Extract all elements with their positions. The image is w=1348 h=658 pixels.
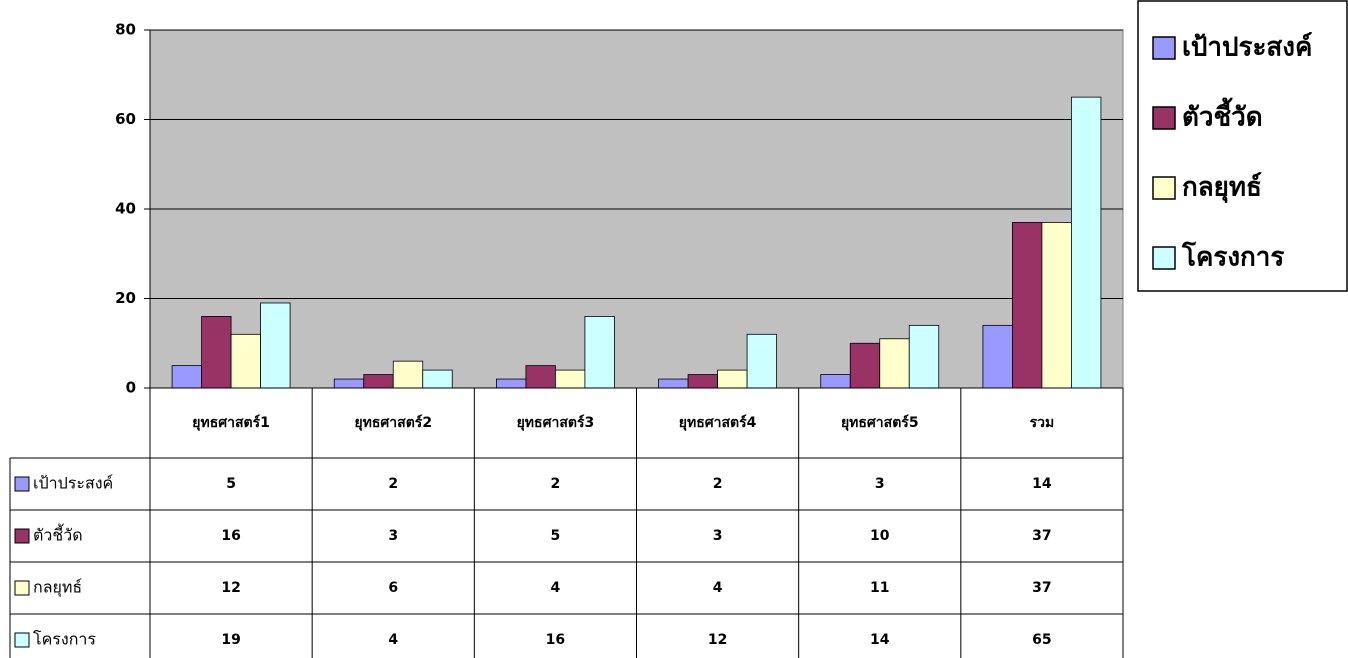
table-value: 19 (221, 632, 240, 648)
legend-swatch (1152, 246, 1176, 270)
table-series-name: กลยุทธ์ (33, 578, 82, 598)
bar (908, 324, 940, 389)
table-value: 2 (713, 476, 723, 492)
legend-label: เป้าประสงค์ (1182, 32, 1312, 63)
bar (230, 333, 261, 389)
table-value: 6 (388, 580, 398, 596)
table-swatch (14, 476, 30, 492)
bar (687, 374, 718, 389)
bar (584, 315, 615, 389)
table-swatch (14, 632, 30, 648)
bar (1071, 96, 1102, 389)
table-value: 10 (870, 528, 890, 544)
bar (849, 342, 881, 389)
table-value: 5 (226, 476, 236, 492)
bar (171, 365, 202, 389)
y-tick-label: 20 (115, 289, 136, 307)
y-tick-label: 0 (126, 379, 136, 397)
table-value: 14 (870, 632, 890, 648)
y-tick-label: 40 (115, 200, 136, 218)
table-value: 37 (1032, 580, 1051, 596)
bar (201, 315, 232, 389)
bar (1012, 222, 1043, 389)
legend-label: ตัวชี้วัด (1182, 97, 1263, 133)
x-tick-label: ยุทธศาสตร์4 (679, 414, 757, 431)
x-tick-label: ยุทธศาสตร์3 (517, 414, 595, 431)
table-value: 5 (551, 528, 561, 544)
table-value: 16 (221, 528, 240, 544)
table-value: 3 (713, 528, 723, 544)
x-tick-label: ยุทธศาสตร์5 (841, 414, 919, 431)
table-value: 2 (388, 476, 398, 492)
x-tick-label: ยุทธศาสตร์1 (192, 414, 270, 431)
bar (982, 324, 1013, 389)
legend-swatch (1152, 176, 1176, 200)
table-value: 11 (870, 580, 889, 596)
bar (392, 360, 424, 389)
legend-label: โครงการ (1181, 241, 1284, 273)
table-value: 12 (708, 632, 727, 648)
x-tick-label: ยุทธศาสตร์2 (354, 414, 432, 431)
table-series-name: ตัวชี้วัด (33, 524, 83, 545)
table-value: 3 (875, 476, 885, 492)
bar (422, 369, 453, 389)
bar (555, 369, 586, 389)
table-series-name: โครงการ (33, 630, 96, 649)
table-swatch (14, 580, 30, 596)
legend-swatch (1152, 106, 1176, 130)
bar (879, 338, 910, 389)
table-value: 16 (546, 632, 565, 648)
bar (717, 369, 748, 389)
bar (363, 374, 394, 389)
table-value: 4 (713, 580, 723, 596)
table-value: 37 (1032, 528, 1051, 544)
table-value: 14 (1032, 476, 1052, 492)
bar (260, 302, 291, 389)
bar (496, 378, 527, 389)
table-value: 2 (551, 476, 561, 492)
bar (658, 378, 689, 389)
bar (333, 378, 365, 389)
bar (525, 365, 556, 389)
bar (820, 374, 851, 389)
bar (1041, 222, 1072, 389)
table-value: 3 (388, 528, 398, 544)
bar (746, 333, 777, 389)
table-series-name: เป้าประสงค์ (33, 474, 113, 493)
x-tick-label: รวม (1030, 415, 1055, 431)
table-value: 4 (388, 632, 398, 648)
y-tick-label: 80 (115, 21, 136, 39)
table-value: 12 (221, 580, 240, 596)
y-tick-label: 60 (115, 110, 136, 128)
table-value: 4 (551, 580, 561, 596)
table-value: 65 (1032, 632, 1051, 648)
legend-label: กลยุทธ์ (1182, 172, 1262, 204)
legend-swatch (1152, 36, 1176, 60)
table-swatch (14, 528, 30, 544)
